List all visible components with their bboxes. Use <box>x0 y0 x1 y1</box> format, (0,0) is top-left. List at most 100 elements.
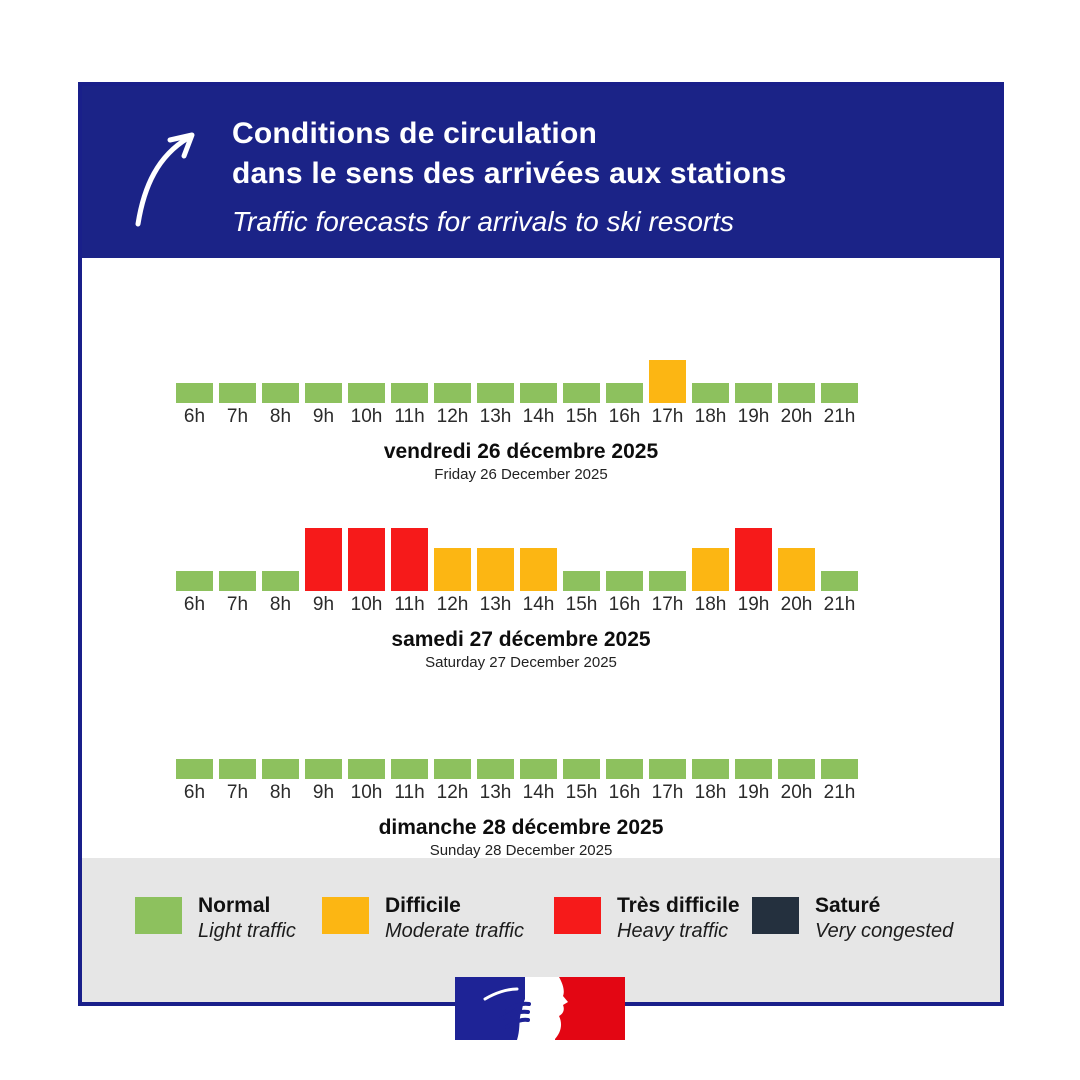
hour-label: 20h <box>780 406 813 427</box>
bars-row <box>176 716 866 779</box>
legend-label: Normal <box>198 894 271 917</box>
hour-label: 17h <box>651 594 684 615</box>
bar-8h <box>262 571 299 591</box>
bar-19h <box>735 759 772 779</box>
marianne-silhouette <box>517 977 568 1040</box>
bar-19h <box>735 528 772 591</box>
bar-6h <box>176 383 213 403</box>
hour-label: 21h <box>823 594 856 615</box>
day-title-en: Saturday 27 December 2025 <box>425 654 617 671</box>
hour-label: 19h <box>737 406 770 427</box>
legend-swatch-green <box>135 897 182 934</box>
hour-label: 12h <box>436 594 469 615</box>
hour-label: 14h <box>522 406 555 427</box>
logo-red-band <box>555 977 625 1040</box>
hour-label: 17h <box>651 782 684 803</box>
hour-label: 8h <box>269 406 292 427</box>
bar-10h <box>348 383 385 403</box>
day-title-fr: samedi 27 décembre 2025 <box>391 628 651 651</box>
bar-13h <box>477 759 514 779</box>
hour-label: 11h <box>394 782 425 803</box>
bar-11h <box>391 759 428 779</box>
bar-11h <box>391 528 428 591</box>
hour-label: 14h <box>522 782 555 803</box>
hour-label: 10h <box>350 406 383 427</box>
legend-sublabel: Light traffic <box>198 920 296 942</box>
legend-sublabel: Moderate traffic <box>385 920 524 942</box>
bar-14h <box>520 759 557 779</box>
bar-17h <box>649 360 686 403</box>
bar-8h <box>262 383 299 403</box>
charts-area: 6h 7h 8h 9h 10h 11h 12h 13h 14h 15h 16h 17h 18h 19h 20… <box>82 258 1000 899</box>
bar-9h <box>305 759 342 779</box>
legend-item-tres-difficile: Très difficile Heavy traffic <box>554 894 740 943</box>
bar-14h <box>520 383 557 403</box>
hour-label: 17h <box>651 406 684 427</box>
bar-20h <box>778 548 815 591</box>
legend-sublabel: Heavy traffic <box>617 920 729 942</box>
bar-9h <box>305 383 342 403</box>
title-line-1: Conditions de circulation <box>232 117 598 150</box>
legend-item-difficile: Difficile Moderate traffic <box>322 894 524 943</box>
hour-label: 19h <box>737 782 770 803</box>
hour-label: 9h <box>312 782 335 803</box>
bars-row <box>176 528 866 591</box>
hour-label: 8h <box>269 782 292 803</box>
hour-label: 6h <box>183 782 206 803</box>
bar-7h <box>219 759 256 779</box>
bar-12h <box>434 548 471 591</box>
hour-label: 12h <box>436 782 469 803</box>
hours-row: 6h 7h 8h 9h 10h 11h 12h 13h 14h 15h 16h 17h 18h 19h 20… <box>176 406 866 428</box>
legend-label: Saturé <box>815 894 881 917</box>
bar-15h <box>563 759 600 779</box>
hour-label: 9h <box>312 406 335 427</box>
header: Conditions de circulation dans le sens d… <box>82 86 1000 258</box>
bar-21h <box>821 759 858 779</box>
chart-saturday: 6h 7h 8h 9h 10h 11h 12h 13h 14h 15h 16h 17h 18h 19h 20… <box>176 528 866 671</box>
hour-label: 13h <box>479 782 512 803</box>
bar-8h <box>262 759 299 779</box>
hour-label: 21h <box>823 782 856 803</box>
legend-item-normal: Normal Light traffic <box>135 894 296 943</box>
bar-18h <box>692 383 729 403</box>
bar-16h <box>606 759 643 779</box>
chart-friday: 6h 7h 8h 9h 10h 11h 12h 13h 14h 15h 16h 17h 18h 19h 20… <box>176 340 866 483</box>
hour-label: 21h <box>823 406 856 427</box>
header-text: Conditions de circulation dans le sens d… <box>232 114 787 238</box>
legend-swatch-red <box>554 897 601 934</box>
bar-11h <box>391 383 428 403</box>
bar-21h <box>821 383 858 403</box>
hour-label: 13h <box>479 594 512 615</box>
hour-label: 7h <box>226 406 249 427</box>
hour-label: 13h <box>479 406 512 427</box>
bar-18h <box>692 759 729 779</box>
legend-label: Très difficile <box>617 894 740 917</box>
legend-item-sature: Saturé Very congested <box>752 894 953 943</box>
bar-7h <box>219 571 256 591</box>
hour-label: 14h <box>522 594 555 615</box>
hour-label: 15h <box>565 594 598 615</box>
hour-label: 9h <box>312 594 335 615</box>
bar-10h <box>348 528 385 591</box>
french-government-logo <box>455 977 625 1040</box>
bar-21h <box>821 571 858 591</box>
bar-15h <box>563 571 600 591</box>
bar-18h <box>692 548 729 591</box>
legend-swatch-orange <box>322 897 369 934</box>
bar-19h <box>735 383 772 403</box>
hour-label: 8h <box>269 594 292 615</box>
bar-20h <box>778 383 815 403</box>
day-title-fr: dimanche 28 décembre 2025 <box>378 816 664 839</box>
hour-label: 16h <box>608 782 641 803</box>
hour-label: 7h <box>226 782 249 803</box>
hour-label: 6h <box>183 594 206 615</box>
bar-16h <box>606 571 643 591</box>
legend-sublabel: Very congested <box>815 920 954 942</box>
hour-label: 18h <box>694 782 727 803</box>
title-line-2: dans le sens des arrivées aux stations <box>232 157 787 190</box>
bar-12h <box>434 383 471 403</box>
chart-sunday: 6h 7h 8h 9h 10h 11h 12h 13h 14h 15h 16h 17h 18h 19h 20… <box>176 716 866 859</box>
hour-label: 11h <box>394 594 425 615</box>
bar-9h <box>305 528 342 591</box>
